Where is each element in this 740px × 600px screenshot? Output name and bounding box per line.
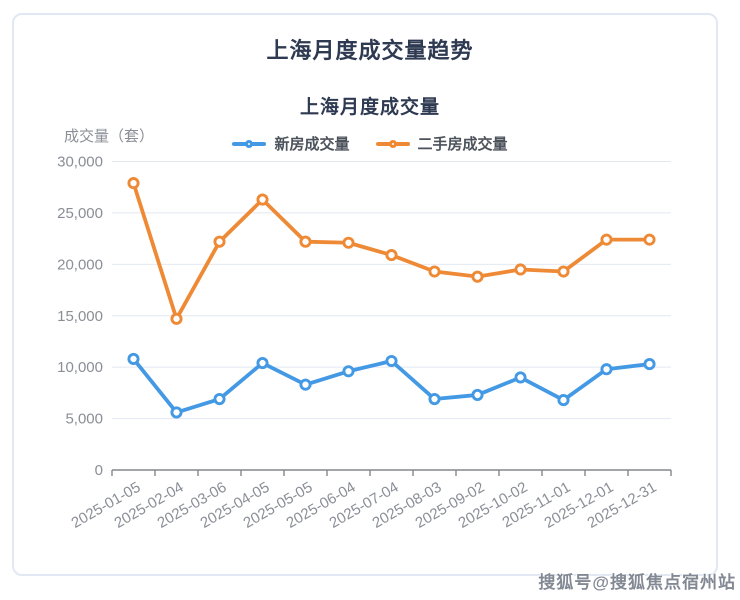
data-point-二手房成交量[interactable] [342,236,355,249]
legend-label-new-homes: 新房成交量 [274,136,350,153]
y-axis-label: 成交量（套） [64,128,155,145]
y-tick-label: 30,000 [57,154,103,171]
data-point-新房成交量[interactable] [471,388,484,401]
legend-label-second-hand: 二手房成交量 [417,136,508,153]
chart-subtitle: 上海月度成交量 [299,97,440,118]
data-point-新房成交量[interactable] [428,392,441,406]
line-circle-marker-icon [232,136,267,151]
data-point-二手房成交量[interactable] [600,233,613,246]
line-circle-marker-icon [375,136,410,151]
data-point-二手房成交量[interactable] [385,249,398,262]
data-point-二手房成交量[interactable] [428,265,441,278]
data-point-二手房成交量[interactable] [557,265,570,278]
data-point-二手房成交量[interactable] [170,312,183,325]
data-point-新房成交量[interactable] [127,352,140,365]
data-point-二手房成交量[interactable] [514,263,527,276]
data-point-二手房成交量[interactable] [256,193,269,206]
data-point-新房成交量[interactable] [299,378,312,391]
chart-card [12,13,718,576]
data-point-新房成交量[interactable] [643,358,656,371]
y-tick-label: 10,000 [57,359,103,376]
y-tick-label: 25,000 [57,205,103,222]
data-point-二手房成交量[interactable] [471,270,484,283]
y-tick-label: 20,000 [57,256,103,273]
data-point-新房成交量[interactable] [256,357,269,370]
data-point-新房成交量[interactable] [213,392,226,406]
data-point-二手房成交量[interactable] [643,233,656,246]
data-point-新房成交量[interactable] [557,394,570,407]
legend-item-new-homes[interactable]: 新房成交量 [232,133,350,154]
watermark: 搜狐号@搜狐焦点宿州站 [538,573,736,592]
data-point-新房成交量[interactable] [600,363,613,376]
data-point-新房成交量[interactable] [342,365,355,378]
data-point-新房成交量[interactable] [514,371,527,384]
legend: 新房成交量 二手房成交量 [0,133,740,154]
data-point-新房成交量[interactable] [385,354,398,368]
y-tick-label: 5,000 [65,411,103,428]
data-point-二手房成交量[interactable] [213,235,226,248]
data-point-二手房成交量[interactable] [127,177,140,190]
data-point-二手房成交量[interactable] [299,235,312,248]
data-point-新房成交量[interactable] [170,406,183,419]
page-title: 上海月度成交量趋势 [266,38,474,63]
y-tick-label: 15,000 [57,308,103,325]
y-tick-label: 0 [95,462,103,479]
legend-item-second-hand[interactable]: 二手房成交量 [375,133,508,154]
